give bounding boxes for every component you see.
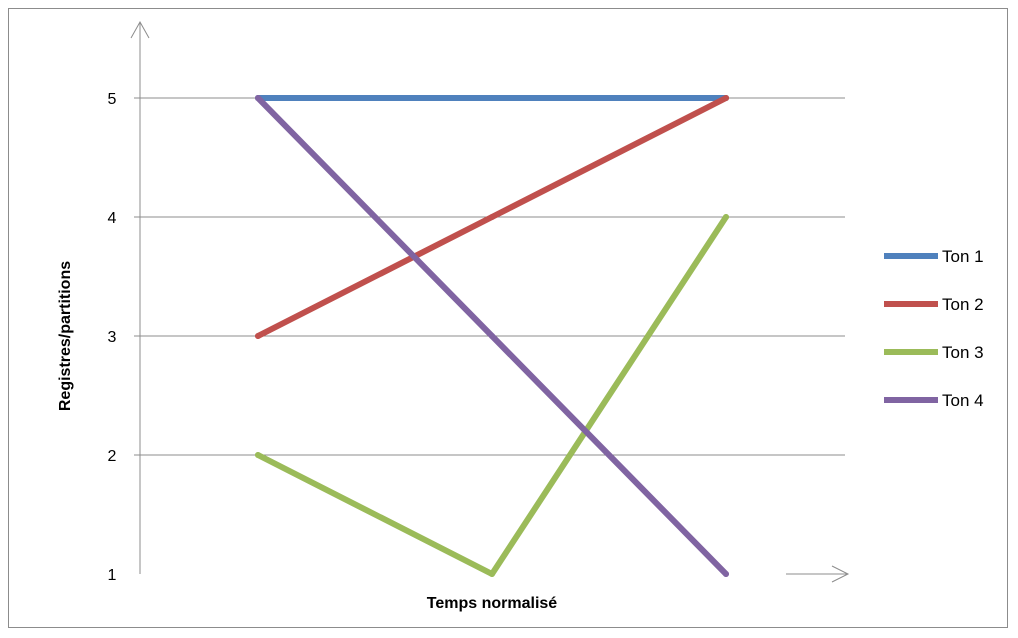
data-point-4-3: [723, 571, 729, 577]
y-tick-label-5: 5: [108, 91, 117, 108]
data-point-3-2: [489, 571, 495, 577]
axes: [130, 20, 850, 583]
data-point-4-2: [489, 333, 495, 339]
y-tick-label-3: 3: [108, 329, 117, 346]
x-axis-title: Temps normalisé: [427, 595, 558, 612]
data-point-2-3: [723, 95, 729, 101]
x-axis-arrow: [831, 565, 850, 583]
y-axis-arrow: [130, 20, 150, 39]
legend: Ton 1 Ton 2 Ton 3 Ton 4: [884, 247, 984, 410]
gridlines: [134, 97, 845, 456]
chart-frame: [8, 8, 1008, 628]
y-tick-label-1: 1: [108, 567, 117, 584]
y-tick-labels: 1 2 3 4 5: [108, 91, 117, 584]
legend-label-1: Ton 1: [942, 247, 984, 266]
y-tick-label-2: 2: [108, 448, 117, 465]
data-point-2-1: [255, 333, 261, 339]
data-point-1-2: [489, 95, 495, 101]
series-line-3: [255, 214, 729, 577]
data-point-4-1: [255, 95, 261, 101]
y-tick-label-4: 4: [108, 210, 117, 227]
data-point-3-3: [723, 214, 729, 220]
legend-label-4: Ton 4: [942, 391, 984, 410]
legend-label-3: Ton 3: [942, 343, 984, 362]
legend-label-2: Ton 2: [942, 295, 984, 314]
y-axis-title: Registres/partitions: [57, 261, 74, 411]
data-point-2-2: [489, 214, 495, 220]
series-lines: [255, 95, 729, 577]
data-point-3-1: [255, 452, 261, 458]
